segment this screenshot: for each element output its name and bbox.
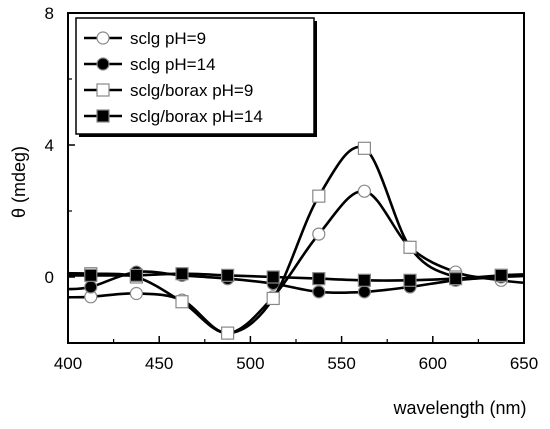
series-1 — [68, 184, 524, 340]
data-point — [312, 285, 326, 299]
data-point — [175, 267, 189, 281]
data-point — [129, 268, 143, 282]
legend-label: sclg pH=14 — [130, 55, 216, 74]
data-point — [357, 285, 371, 299]
data-point — [221, 326, 235, 340]
x-tick-label: 600 — [419, 354, 447, 373]
data-point — [221, 268, 235, 282]
data-point — [449, 272, 463, 286]
legend-entry: sclg/borax pH=14 — [84, 107, 263, 126]
data-point — [175, 295, 189, 309]
legend-marker — [96, 109, 110, 123]
y-axis-title: θ (mdeg) — [9, 146, 29, 218]
x-tick-label: 650 — [510, 354, 538, 373]
data-point — [403, 240, 417, 254]
y-tick-label: 8 — [45, 4, 54, 23]
legend-label: sclg/borax pH=14 — [130, 107, 263, 126]
data-point — [403, 273, 417, 287]
legend-entry: sclg/borax pH=9 — [84, 81, 253, 100]
data-point — [266, 291, 280, 306]
data-point — [312, 189, 326, 203]
data-point — [494, 268, 508, 282]
data-point — [357, 273, 371, 287]
series-3 — [68, 141, 524, 340]
axes-layer: 400 450 500 550 600 650 0 4 8 — [45, 4, 539, 373]
legend: sclg pH=9 sclg pH=14 sclg/borax pH=9 sclg/b… — [75, 17, 317, 137]
series-line — [68, 145, 524, 335]
legend-entry: sclg pH=14 — [84, 55, 216, 74]
data-point — [357, 141, 371, 155]
data-point — [312, 272, 326, 286]
data-point — [84, 268, 98, 282]
data-point — [129, 286, 143, 301]
data-point — [84, 280, 98, 294]
y-tick-label: 0 — [45, 268, 54, 287]
legend-label: sclg/borax pH=9 — [130, 81, 253, 100]
data-point — [312, 227, 326, 241]
x-tick-label: 550 — [327, 354, 355, 373]
data-point — [357, 184, 371, 198]
x-tick-label: 450 — [145, 354, 173, 373]
legend-label: sclg pH=9 — [130, 29, 206, 48]
legend-marker — [96, 57, 110, 71]
x-tick-label: 400 — [54, 354, 82, 373]
legend-marker — [96, 83, 110, 97]
series-layer — [68, 141, 524, 340]
x-tick-label: 500 — [236, 354, 264, 373]
legend-marker — [96, 31, 110, 45]
legend-entry: sclg pH=9 — [84, 29, 206, 48]
series-line — [68, 189, 524, 335]
series-4 — [68, 267, 524, 287]
y-tick-label: 4 — [45, 136, 54, 155]
x-axis-title: wavelength (nm) — [392, 398, 526, 418]
data-point — [266, 270, 280, 284]
